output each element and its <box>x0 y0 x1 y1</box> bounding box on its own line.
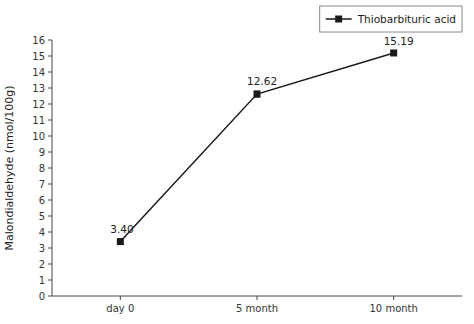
y-tick <box>48 56 52 57</box>
data-labels: 3.40 12.62 15.19 <box>110 35 413 235</box>
y-tick <box>48 120 52 121</box>
y-tick-label: 8 <box>39 163 45 174</box>
legend-label: Thiobarbituric acid <box>357 13 456 25</box>
y-tick <box>48 232 52 233</box>
x-axis: day 0 5 month 10 month <box>52 296 462 314</box>
y-tick <box>48 264 52 265</box>
error-bar <box>254 91 260 97</box>
y-tick-label: 2 <box>39 259 45 270</box>
x-tick-label: day 0 <box>106 303 134 314</box>
x-tick <box>393 296 394 300</box>
y-tick <box>48 168 52 169</box>
plot-area <box>117 49 397 245</box>
chart-container: 012345678910111213141516Malondialdehyde … <box>0 0 474 324</box>
y-axis-label: Malondialdehyde (nmol/100g) <box>3 85 16 250</box>
data-label: 12.62 <box>247 75 277 87</box>
y-tick <box>48 200 52 201</box>
y-tick <box>48 152 52 153</box>
y-tick-label: 6 <box>39 195 45 206</box>
y-tick <box>48 184 52 185</box>
y-tick <box>48 216 52 217</box>
y-tick-label: 3 <box>39 243 45 254</box>
y-tick-label: 5 <box>39 211 45 222</box>
y-tick-label: 14 <box>32 67 45 78</box>
y-tick-label: 15 <box>32 51 45 62</box>
y-tick-label: 0 <box>39 291 45 302</box>
y-tick-label: 10 <box>32 131 45 142</box>
marker <box>254 91 261 98</box>
marker <box>390 49 397 56</box>
data-label: 3.40 <box>110 223 133 235</box>
y-tick-label: 12 <box>32 99 45 110</box>
y-tick-label: 13 <box>32 83 45 94</box>
y-tick-label: 1 <box>39 275 45 286</box>
y-tick <box>48 248 52 249</box>
series-line <box>120 53 393 242</box>
y-tick-label: 7 <box>39 179 45 190</box>
y-tick <box>48 104 52 105</box>
y-tick <box>48 72 52 73</box>
legend-swatch-marker <box>335 16 342 23</box>
x-tick <box>120 296 121 300</box>
y-tick-label: 4 <box>39 227 45 238</box>
y-tick <box>48 296 52 297</box>
y-tick-label: 11 <box>32 115 45 126</box>
y-tick-label: 9 <box>39 147 45 158</box>
legend: Thiobarbituric acid <box>320 6 462 32</box>
y-axis: 012345678910111213141516 <box>32 35 52 302</box>
marker <box>117 238 124 245</box>
y-tick <box>48 40 52 41</box>
x-tick-label: 5 month <box>236 303 278 314</box>
legend-frame <box>320 6 462 32</box>
y-tick <box>48 88 52 89</box>
y-tick <box>48 136 52 137</box>
y-tick-label: 16 <box>32 35 45 46</box>
x-tick-label: 10 month <box>369 303 417 314</box>
y-tick <box>48 280 52 281</box>
x-tick <box>257 296 258 300</box>
chart-svg: 012345678910111213141516Malondialdehyde … <box>0 0 474 324</box>
data-label: 15.19 <box>384 35 414 47</box>
